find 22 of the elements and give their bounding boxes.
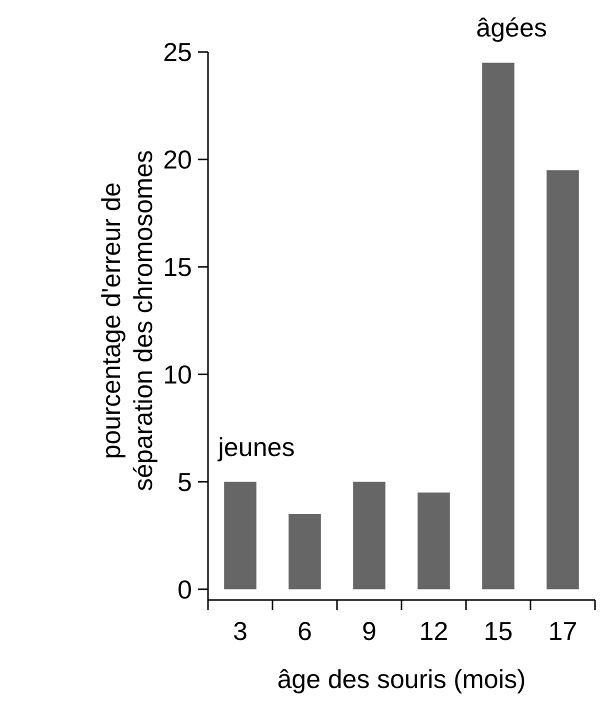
- bar: [482, 62, 514, 590]
- annotation: jeunes: [217, 432, 295, 462]
- y-tick-label: 20: [163, 144, 192, 175]
- y-tick-label: 25: [163, 37, 192, 68]
- y-tick-label: 10: [163, 359, 192, 390]
- bar: [288, 514, 321, 590]
- bar: [546, 170, 579, 590]
- x-tick-label: 15: [484, 616, 513, 646]
- y-tick-label: 0: [178, 574, 192, 604]
- y-tick-label: 15: [163, 252, 192, 282]
- x-tick-label: 6: [298, 616, 312, 646]
- x-tick-label: 9: [362, 616, 376, 646]
- annotation: âgées: [476, 12, 547, 43]
- bar: [224, 482, 256, 590]
- y-tick-label: 5: [178, 466, 192, 497]
- bar: [353, 482, 386, 590]
- x-tick-label: 3: [233, 616, 248, 646]
- y-axis-title: pourcentage d'erreur de séparation des chromosomes: [96, 150, 158, 492]
- x-tick-label: 17: [548, 616, 578, 646]
- x-tick-label: 12: [419, 616, 448, 646]
- bar: [418, 492, 450, 590]
- x-axis-title: âge des souris (mois): [277, 664, 526, 694]
